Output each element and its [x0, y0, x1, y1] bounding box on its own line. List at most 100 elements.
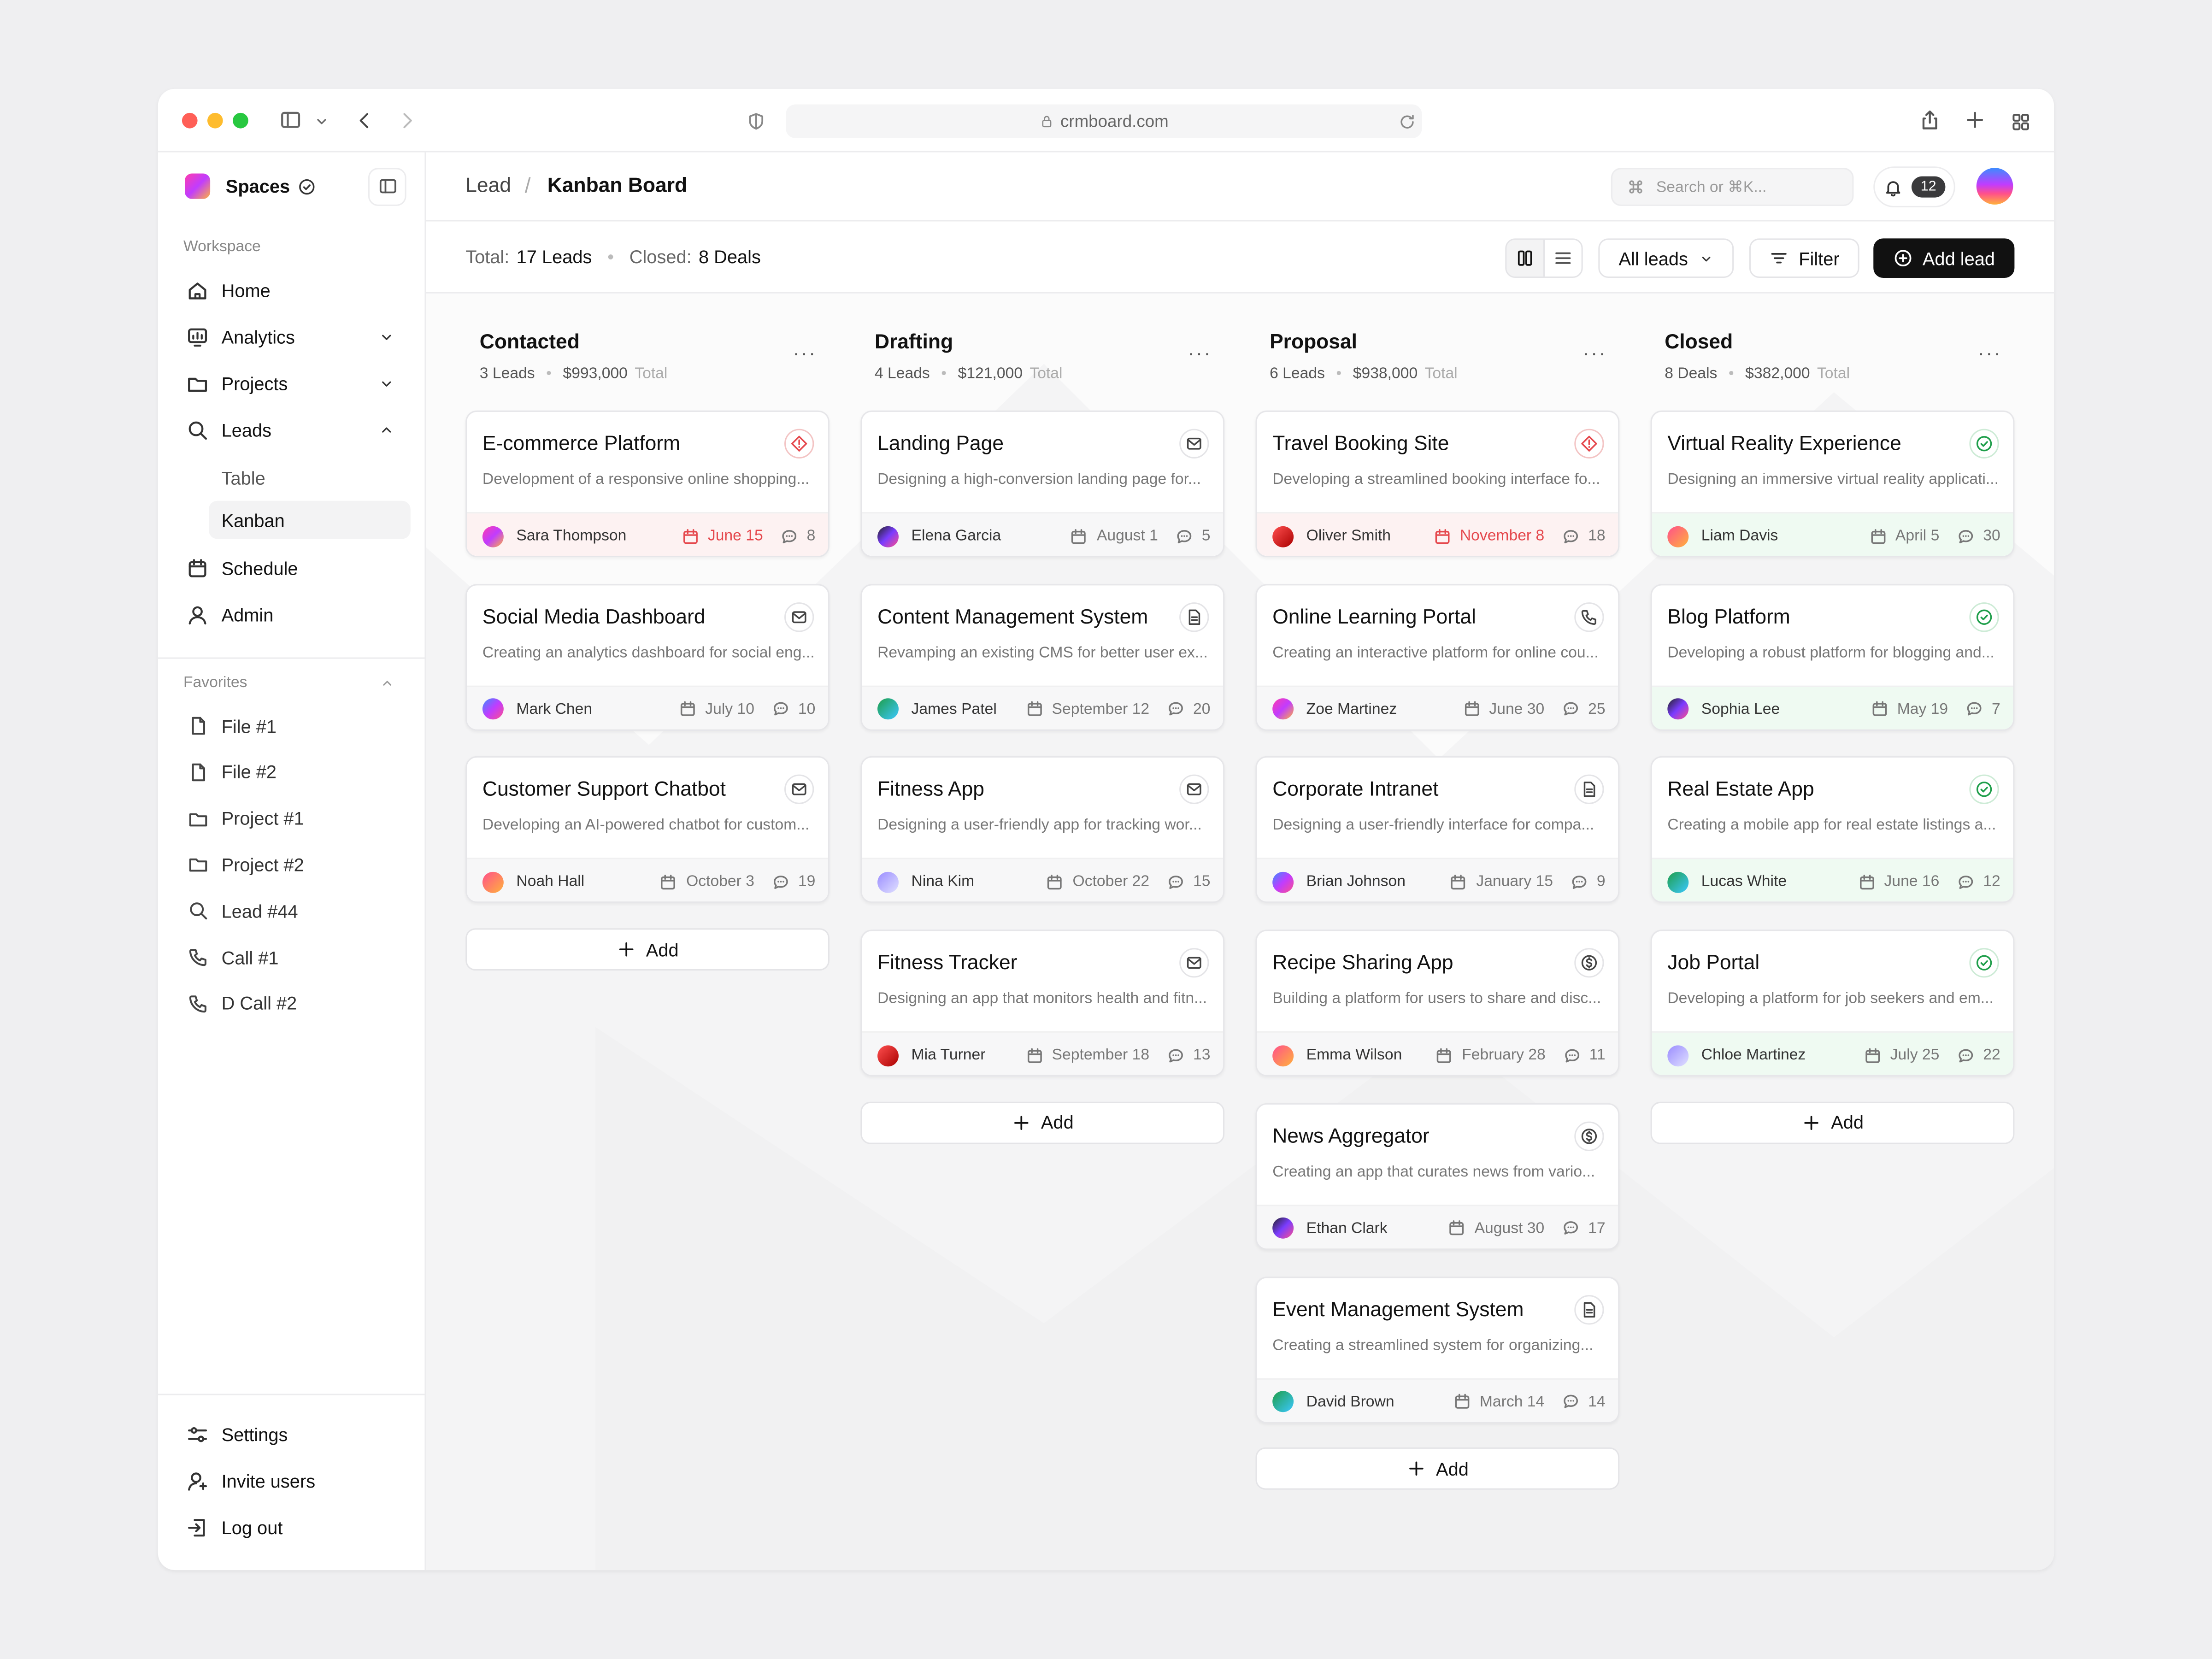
add-card-button[interactable]: Add [1650, 1101, 2015, 1144]
comment-count: 17 [1588, 1220, 1606, 1237]
lead-card[interactable]: Recipe Sharing App Building a platform fo… [1255, 930, 1620, 1077]
icon-part [200, 433, 207, 440]
icon-part [1586, 1130, 1593, 1142]
icon [1435, 528, 1449, 543]
due-date: June 16 [1884, 874, 1940, 891]
lead-card[interactable]: Real Estate App Creating a mobile app for… [1650, 756, 2015, 904]
nav-item[interactable]: Analytics [221, 326, 295, 348]
card-description: Designing a user-friendly app for tracki… [877, 817, 1202, 835]
subnav-item[interactable]: Kanban [221, 509, 285, 531]
owner-avatar [1272, 1391, 1294, 1412]
due-date: September 12 [1052, 700, 1150, 718]
filter-button[interactable]: Filter [1749, 238, 1859, 278]
status-icon [1574, 775, 1604, 805]
lead-card[interactable]: News Aggregator Creating an app that cura… [1255, 1103, 1620, 1250]
owner-name: Emma Wilson [1306, 1047, 1402, 1064]
nav-item[interactable]: Schedule [221, 558, 298, 579]
icon-part [382, 427, 391, 433]
add-card-button[interactable]: Add [465, 928, 830, 971]
nav-item[interactable]: Home [221, 280, 271, 301]
icon-part [1435, 528, 1449, 535]
icon [191, 717, 205, 735]
icon [382, 335, 391, 340]
icon-part [1168, 1048, 1183, 1062]
window-control[interactable] [233, 112, 248, 129]
favorite-item[interactable]: Project #2 [221, 854, 304, 876]
footer-item[interactable]: Log out [221, 1517, 283, 1539]
lead-card[interactable]: Virtual Reality Experience Designing an i… [1650, 410, 2015, 558]
column-menu[interactable]: ··· [1188, 341, 1212, 364]
user-avatar[interactable] [1976, 168, 2013, 205]
add-card-button[interactable]: Add [1255, 1447, 1620, 1490]
lead-card[interactable]: Fitness App Designing a user-friendly app… [860, 756, 1225, 904]
lead-card[interactable]: E-commerce Platform Development of a resp… [465, 410, 830, 558]
lead-card[interactable]: Event Management System Creating a stream… [1255, 1276, 1620, 1423]
lead-card[interactable]: Social Media Dashboard Creating an analyt… [465, 583, 830, 730]
lead-card[interactable]: Customer Support Chatbot Developing an AI… [465, 756, 830, 904]
favorite-item[interactable]: Project #1 [221, 807, 304, 829]
favorite-item[interactable]: Call #1 [221, 947, 279, 968]
column-menu[interactable]: ··· [1583, 341, 1607, 364]
icon-part [198, 763, 205, 769]
icon-part [1168, 875, 1183, 889]
icon-part [1177, 529, 1191, 543]
list-view[interactable] [1545, 240, 1582, 276]
collapse-button[interactable] [368, 168, 406, 206]
lead-card[interactable]: Fitness Tracker Designing an app that mon… [860, 930, 1225, 1077]
favorite-item[interactable]: File #1 [221, 715, 277, 736]
nav-item[interactable]: Admin [221, 604, 274, 626]
card-footer: Oliver Smith November 8 18 [1257, 512, 1618, 556]
search-box[interactable]: Search or ⌘K... [1611, 168, 1854, 206]
icon-part [198, 717, 205, 723]
icon-part [1563, 702, 1578, 716]
card-description: Creating an interactive platform for onl… [1272, 644, 1599, 661]
owner-name: David Brown [1306, 1393, 1394, 1410]
owner-name: Elena Garcia [911, 527, 1001, 545]
icon [382, 427, 391, 433]
icon-part [1859, 876, 1874, 889]
favorite-item[interactable]: D Call #2 [221, 993, 297, 1014]
lead-select[interactable]: All leads [1598, 238, 1734, 278]
favorite-item[interactable]: Lead #44 [221, 900, 298, 922]
lead-card[interactable]: Online Learning Portal Creating an intera… [1255, 583, 1620, 730]
card-description: Designing a high-conversion landing page… [877, 471, 1201, 488]
space-name[interactable]: Spaces [225, 176, 290, 197]
add-card-button[interactable]: Add [860, 1101, 1225, 1144]
footer-item[interactable]: Settings [221, 1424, 288, 1446]
lead-card[interactable]: Blog Platform Developing a robust platfor… [1650, 583, 2015, 730]
window-control[interactable] [182, 112, 198, 129]
comment-count: 18 [1588, 527, 1606, 545]
owner-name: Mark Chen [516, 700, 593, 718]
breadcrumb[interactable]: Lead [465, 175, 511, 198]
notifications[interactable]: 12 [1873, 166, 1955, 207]
icon [1701, 256, 1710, 261]
board-view[interactable] [1506, 240, 1545, 276]
icon-part [1583, 782, 1595, 798]
owner-avatar [877, 1045, 899, 1066]
icon-part [791, 435, 807, 452]
icon [1563, 702, 1578, 716]
icon [1047, 874, 1062, 889]
footer-item[interactable]: Invite users [221, 1471, 316, 1492]
favorite-item[interactable]: File #2 [221, 761, 277, 783]
column-menu[interactable]: ··· [793, 341, 817, 364]
icon-part [1980, 614, 1988, 620]
icon-part [281, 112, 300, 128]
window-control[interactable] [207, 112, 223, 129]
lead-card[interactable]: Content Management System Revamping an ex… [860, 583, 1225, 730]
url: crmboard.com [1060, 111, 1169, 131]
icon [188, 1427, 207, 1442]
card-title: Travel Booking Site [1272, 433, 1449, 456]
subnav-item[interactable]: Table [221, 467, 265, 489]
column-menu[interactable]: ··· [1977, 341, 2002, 364]
add-lead-button[interactable]: Add lead [1873, 238, 2015, 278]
status-icon [1574, 948, 1604, 978]
status-icon [1969, 775, 1999, 805]
lead-card[interactable]: Corporate Intranet Designing a user-frien… [1255, 756, 1620, 904]
nav-item[interactable]: Projects [221, 373, 288, 394]
nav-item[interactable]: Leads [221, 419, 272, 441]
address-bar[interactable]: crmboard.com [786, 104, 1422, 138]
lead-card[interactable]: Landing Page Designing a high-conversion … [860, 410, 1225, 558]
lead-card[interactable]: Travel Booking Site Developing a streamli… [1255, 410, 1620, 558]
lead-card[interactable]: Job Portal Developing a platform for job … [1650, 930, 2015, 1077]
